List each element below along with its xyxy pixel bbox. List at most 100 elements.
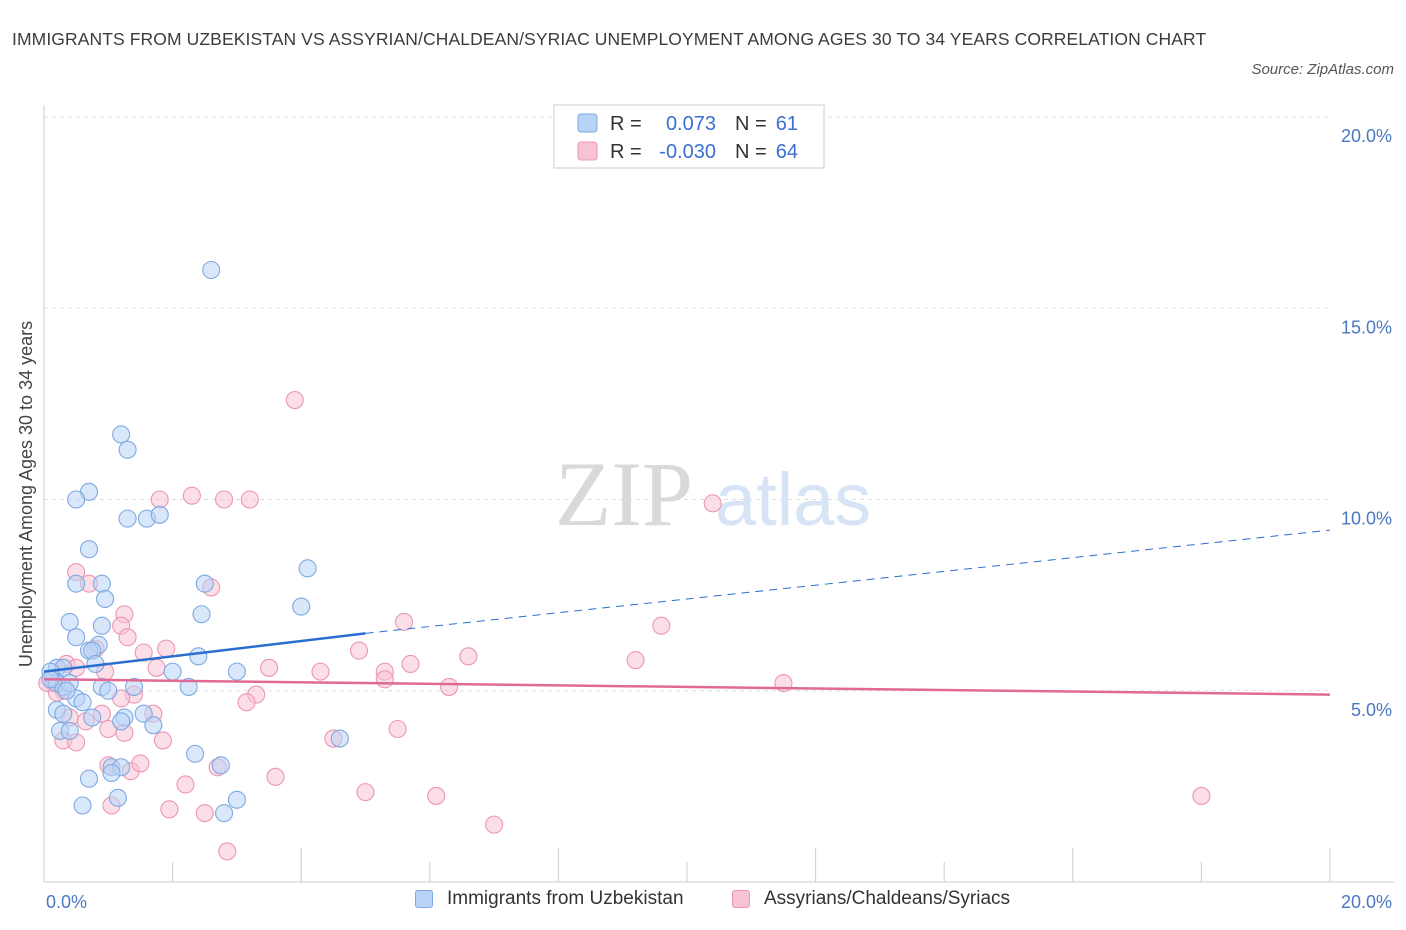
blue-point: [214, 804, 234, 823]
pink-point: [259, 658, 279, 677]
pink-point: [285, 390, 304, 410]
x-tick-label: 0.0%: [46, 892, 87, 912]
blue-point: [118, 509, 137, 528]
blue-point: [227, 790, 246, 809]
pink-point: [195, 804, 214, 823]
pink-point: [182, 486, 201, 505]
pink-point: [401, 654, 420, 674]
blue-point: [112, 425, 131, 444]
pink-point: [150, 490, 169, 509]
pink-point: [266, 767, 285, 786]
blue-point: [189, 647, 208, 666]
watermark-zip: ZIP: [555, 443, 693, 545]
legend-n-label: N =: [735, 141, 767, 163]
pink-point: [395, 612, 414, 631]
blue-point: [73, 693, 92, 712]
blue-point: [298, 559, 317, 578]
pink-point: [147, 658, 166, 677]
pink-point: [626, 651, 645, 670]
blue-point: [202, 260, 221, 280]
blue-point: [79, 540, 99, 559]
pink-point: [703, 494, 722, 513]
legend-label: Immigrants from Uzbekistan: [447, 888, 684, 909]
legend-swatch-blue: [415, 890, 433, 908]
blue-point: [67, 628, 86, 647]
legend-r-value: 0.073: [666, 113, 716, 135]
pink-point: [485, 815, 504, 834]
pink-point: [218, 842, 237, 861]
y-tick-label: 20.0%: [1341, 126, 1392, 146]
blue-point: [186, 744, 205, 763]
blue-point: [292, 597, 311, 616]
legend-r-label: R =: [610, 113, 642, 135]
blue-point: [73, 796, 92, 815]
pink-point: [153, 731, 173, 750]
blue-point: [163, 662, 182, 681]
legend-item-uzbekistan: Immigrants from Uzbekistan: [415, 888, 684, 910]
blue-point: [179, 677, 198, 696]
pink-point: [440, 677, 459, 696]
trend-line-blue: [43, 632, 366, 673]
y-tick-label: 10.0%: [1341, 509, 1392, 529]
blue-point: [60, 612, 79, 631]
pink-point: [459, 647, 478, 666]
trend-lines: [43, 529, 1331, 696]
legend-r-value: -0.030: [659, 141, 716, 163]
series-legend: Immigrants from Uzbekistan Assyrians/Cha…: [0, 888, 1406, 916]
legend-swatch-pink: [577, 141, 598, 161]
blue-point: [67, 490, 86, 509]
blue-point: [192, 605, 211, 624]
y-axis-label: Unemployment Among Ages 30 to 34 years: [16, 321, 36, 667]
pink-point: [1192, 786, 1211, 805]
blue-point: [67, 574, 86, 593]
y-tick-labels: 5.0% 10.0% 15.0% 20.0%: [1341, 126, 1392, 720]
blue-point: [96, 589, 115, 609]
pink-point: [237, 693, 256, 712]
source-label: Source: ZipAtlas.com: [1251, 61, 1394, 78]
pink-point: [356, 783, 375, 802]
blue-point: [57, 681, 76, 700]
blue-point: [211, 756, 230, 775]
x-tick-labels: 0.0% 20.0%: [46, 892, 1392, 912]
pink-point: [214, 490, 234, 509]
pink-point: [176, 775, 195, 794]
x-tick-label: 20.0%: [1341, 892, 1392, 912]
blue-point: [92, 616, 111, 635]
series-uzbekistan-points: [41, 260, 349, 823]
legend-swatch-blue: [577, 113, 598, 133]
legend-item-assyrians: Assyrians/Chaldeans/Syriacs: [732, 888, 1010, 910]
blue-point: [99, 681, 118, 700]
y-tick-label: 15.0%: [1341, 317, 1392, 337]
pink-point: [375, 670, 394, 689]
pink-point: [160, 800, 179, 819]
blue-point: [150, 505, 169, 524]
y-tick-label: 5.0%: [1351, 700, 1392, 720]
pink-point: [240, 490, 259, 509]
pink-point: [157, 639, 176, 658]
blue-point: [83, 708, 102, 727]
pink-point: [131, 754, 150, 773]
blue-point: [60, 721, 79, 740]
blue-point: [330, 729, 349, 748]
blue-point: [124, 677, 144, 696]
legend-n-value: 64: [776, 141, 798, 163]
pink-point: [350, 641, 369, 660]
legend-n-label: N =: [735, 113, 767, 135]
watermark-atlas: atlas: [715, 458, 871, 541]
blue-point: [54, 704, 73, 723]
blue-point: [92, 574, 111, 593]
chart-title: IMMIGRANTS FROM UZBEKISTAN VS ASSYRIAN/C…: [12, 29, 1207, 49]
legend-r-label: R =: [610, 141, 642, 163]
stats-legend: R = 0.073 N = 61 R = -0.030 N = 64: [553, 104, 825, 169]
blue-point: [108, 788, 127, 807]
axes: [43, 105, 1394, 883]
pink-point: [388, 719, 407, 739]
pink-point: [652, 616, 671, 635]
trend-line-blue-extension: [365, 529, 1331, 634]
blue-point: [118, 440, 137, 459]
legend-n-value: 61: [776, 113, 798, 135]
legend-swatch-pink: [732, 890, 750, 908]
blue-point: [144, 716, 163, 735]
blue-point: [195, 574, 214, 593]
